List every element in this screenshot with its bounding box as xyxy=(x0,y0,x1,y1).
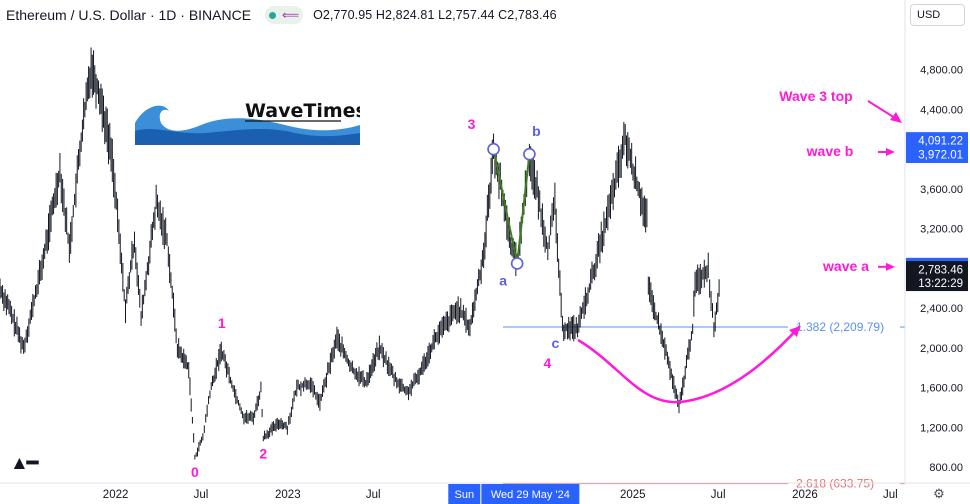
x-tick-label: Jul xyxy=(711,489,726,501)
x-tick-label: Jul xyxy=(366,489,381,501)
wave-label-4: 4 xyxy=(544,355,552,371)
x-tick-label: 2022 xyxy=(103,489,129,501)
x-tick-label: 2026 xyxy=(792,489,818,501)
price-badge xyxy=(906,145,968,163)
fib-level-label: 2.618 (633.75) xyxy=(796,477,874,491)
annotation-arrow xyxy=(867,100,896,119)
price-badge xyxy=(906,132,968,150)
x-tick-label: 2023 xyxy=(275,489,301,501)
price-badge-label: 4,091.22 xyxy=(918,136,963,148)
crosshair-date-bg xyxy=(481,484,580,504)
y-tick-label: 2,000.00 xyxy=(920,343,963,355)
fib-level-label: 1.382 (2,209.79) xyxy=(796,320,884,334)
y-tick-label: 4,800.00 xyxy=(920,65,963,77)
time-axis: 2022 Jul 2023 Jul 2025 Jul 2026 Jul Sun Wed 29 Ma… xyxy=(0,482,970,504)
wave-label-1: 1 xyxy=(218,315,226,331)
annotation-label: Wave 3 top xyxy=(779,88,852,104)
logo-text: WaveTimes xyxy=(245,100,360,122)
countdown-label: 13:22:29 xyxy=(918,278,963,290)
crosshair-date-label: Sun xyxy=(455,489,475,501)
y-tick-label: 2,400.00 xyxy=(920,303,963,315)
x-tick-label: 2025 xyxy=(620,489,646,501)
projection-arrowhead xyxy=(789,326,800,337)
y-tick-label: 1,200.00 xyxy=(920,422,963,434)
tradingview-logo-icon[interactable]: ▲━ xyxy=(10,453,38,474)
market-status-pill[interactable]: ⟸ xyxy=(265,6,304,24)
price-axis: 800.00 1,200.00 1,600.00 2,000.00 2,400.00 2,… xyxy=(904,0,970,504)
wave-label-c: c xyxy=(552,335,560,351)
projection-curve xyxy=(577,325,801,404)
wave-labels: 0 1 2 3 a b c4 xyxy=(191,116,560,480)
price-badge-label: 2,783.46 xyxy=(918,265,963,277)
market-open-dot xyxy=(268,11,276,19)
gear-icon[interactable]: ⚙ xyxy=(933,486,945,501)
price-axis-bg xyxy=(905,0,970,504)
y-tick-label: 3,200.00 xyxy=(920,224,963,236)
annotation-arrowhead xyxy=(886,262,895,271)
crosshair-date-label: Wed 29 May '24 xyxy=(491,489,570,501)
ohlc-readout: O2,770.95 H2,824.81 L2,757.44 C2,783.46 xyxy=(313,8,557,22)
annotations: Wave 3 top wave b wave a xyxy=(779,88,902,274)
annotation-arrowhead xyxy=(886,147,895,156)
chart-header: Ethereum / U.S. Dollar · 1D · BINANCE ⟸ … xyxy=(0,0,905,30)
wave-label-0: 0 xyxy=(191,464,199,480)
y-tick-label: 4,400.00 xyxy=(920,104,963,116)
wave-lines xyxy=(487,142,536,270)
annotation-label: wave b xyxy=(806,143,854,159)
wave-label-2: 2 xyxy=(259,445,267,461)
y-tick-label: 3,600.00 xyxy=(920,184,963,196)
fibonacci-levels: 1.382 (2,209.79) 2.618 (633.75) xyxy=(503,320,905,491)
share-icon[interactable]: ⟸ xyxy=(281,8,300,22)
y-tick-label: 1,600.00 xyxy=(920,383,963,395)
currency-button[interactable]: USD xyxy=(910,4,965,26)
wave-pivot-marker xyxy=(510,257,524,270)
price-badge xyxy=(906,261,968,292)
annotation-label: wave a xyxy=(822,258,869,274)
symbol-title[interactable]: Ethereum / U.S. Dollar · 1D · BINANCE xyxy=(6,7,252,23)
wave-pivot-marker xyxy=(523,147,536,161)
x-tick-label: Jul xyxy=(194,489,209,501)
wave-label-a: a xyxy=(499,272,507,288)
projection-path xyxy=(577,325,801,404)
crosshair-date-bg xyxy=(448,484,481,504)
wave-pivot-marker xyxy=(487,142,500,156)
wave-label-3: 3 xyxy=(468,116,476,132)
annotation-arrowhead xyxy=(890,112,902,123)
x-tick-label: Jul xyxy=(883,489,898,501)
price-badge-label: 3,972.01 xyxy=(918,149,963,161)
wave-label-b: b xyxy=(532,123,541,139)
wavetimes-logo: WaveTimes xyxy=(135,100,360,145)
y-tick-label: 800.00 xyxy=(929,462,963,474)
